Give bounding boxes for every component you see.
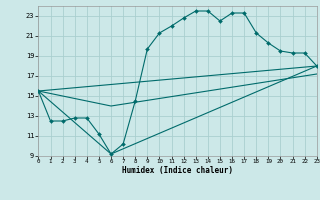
X-axis label: Humidex (Indice chaleur): Humidex (Indice chaleur) <box>122 166 233 175</box>
